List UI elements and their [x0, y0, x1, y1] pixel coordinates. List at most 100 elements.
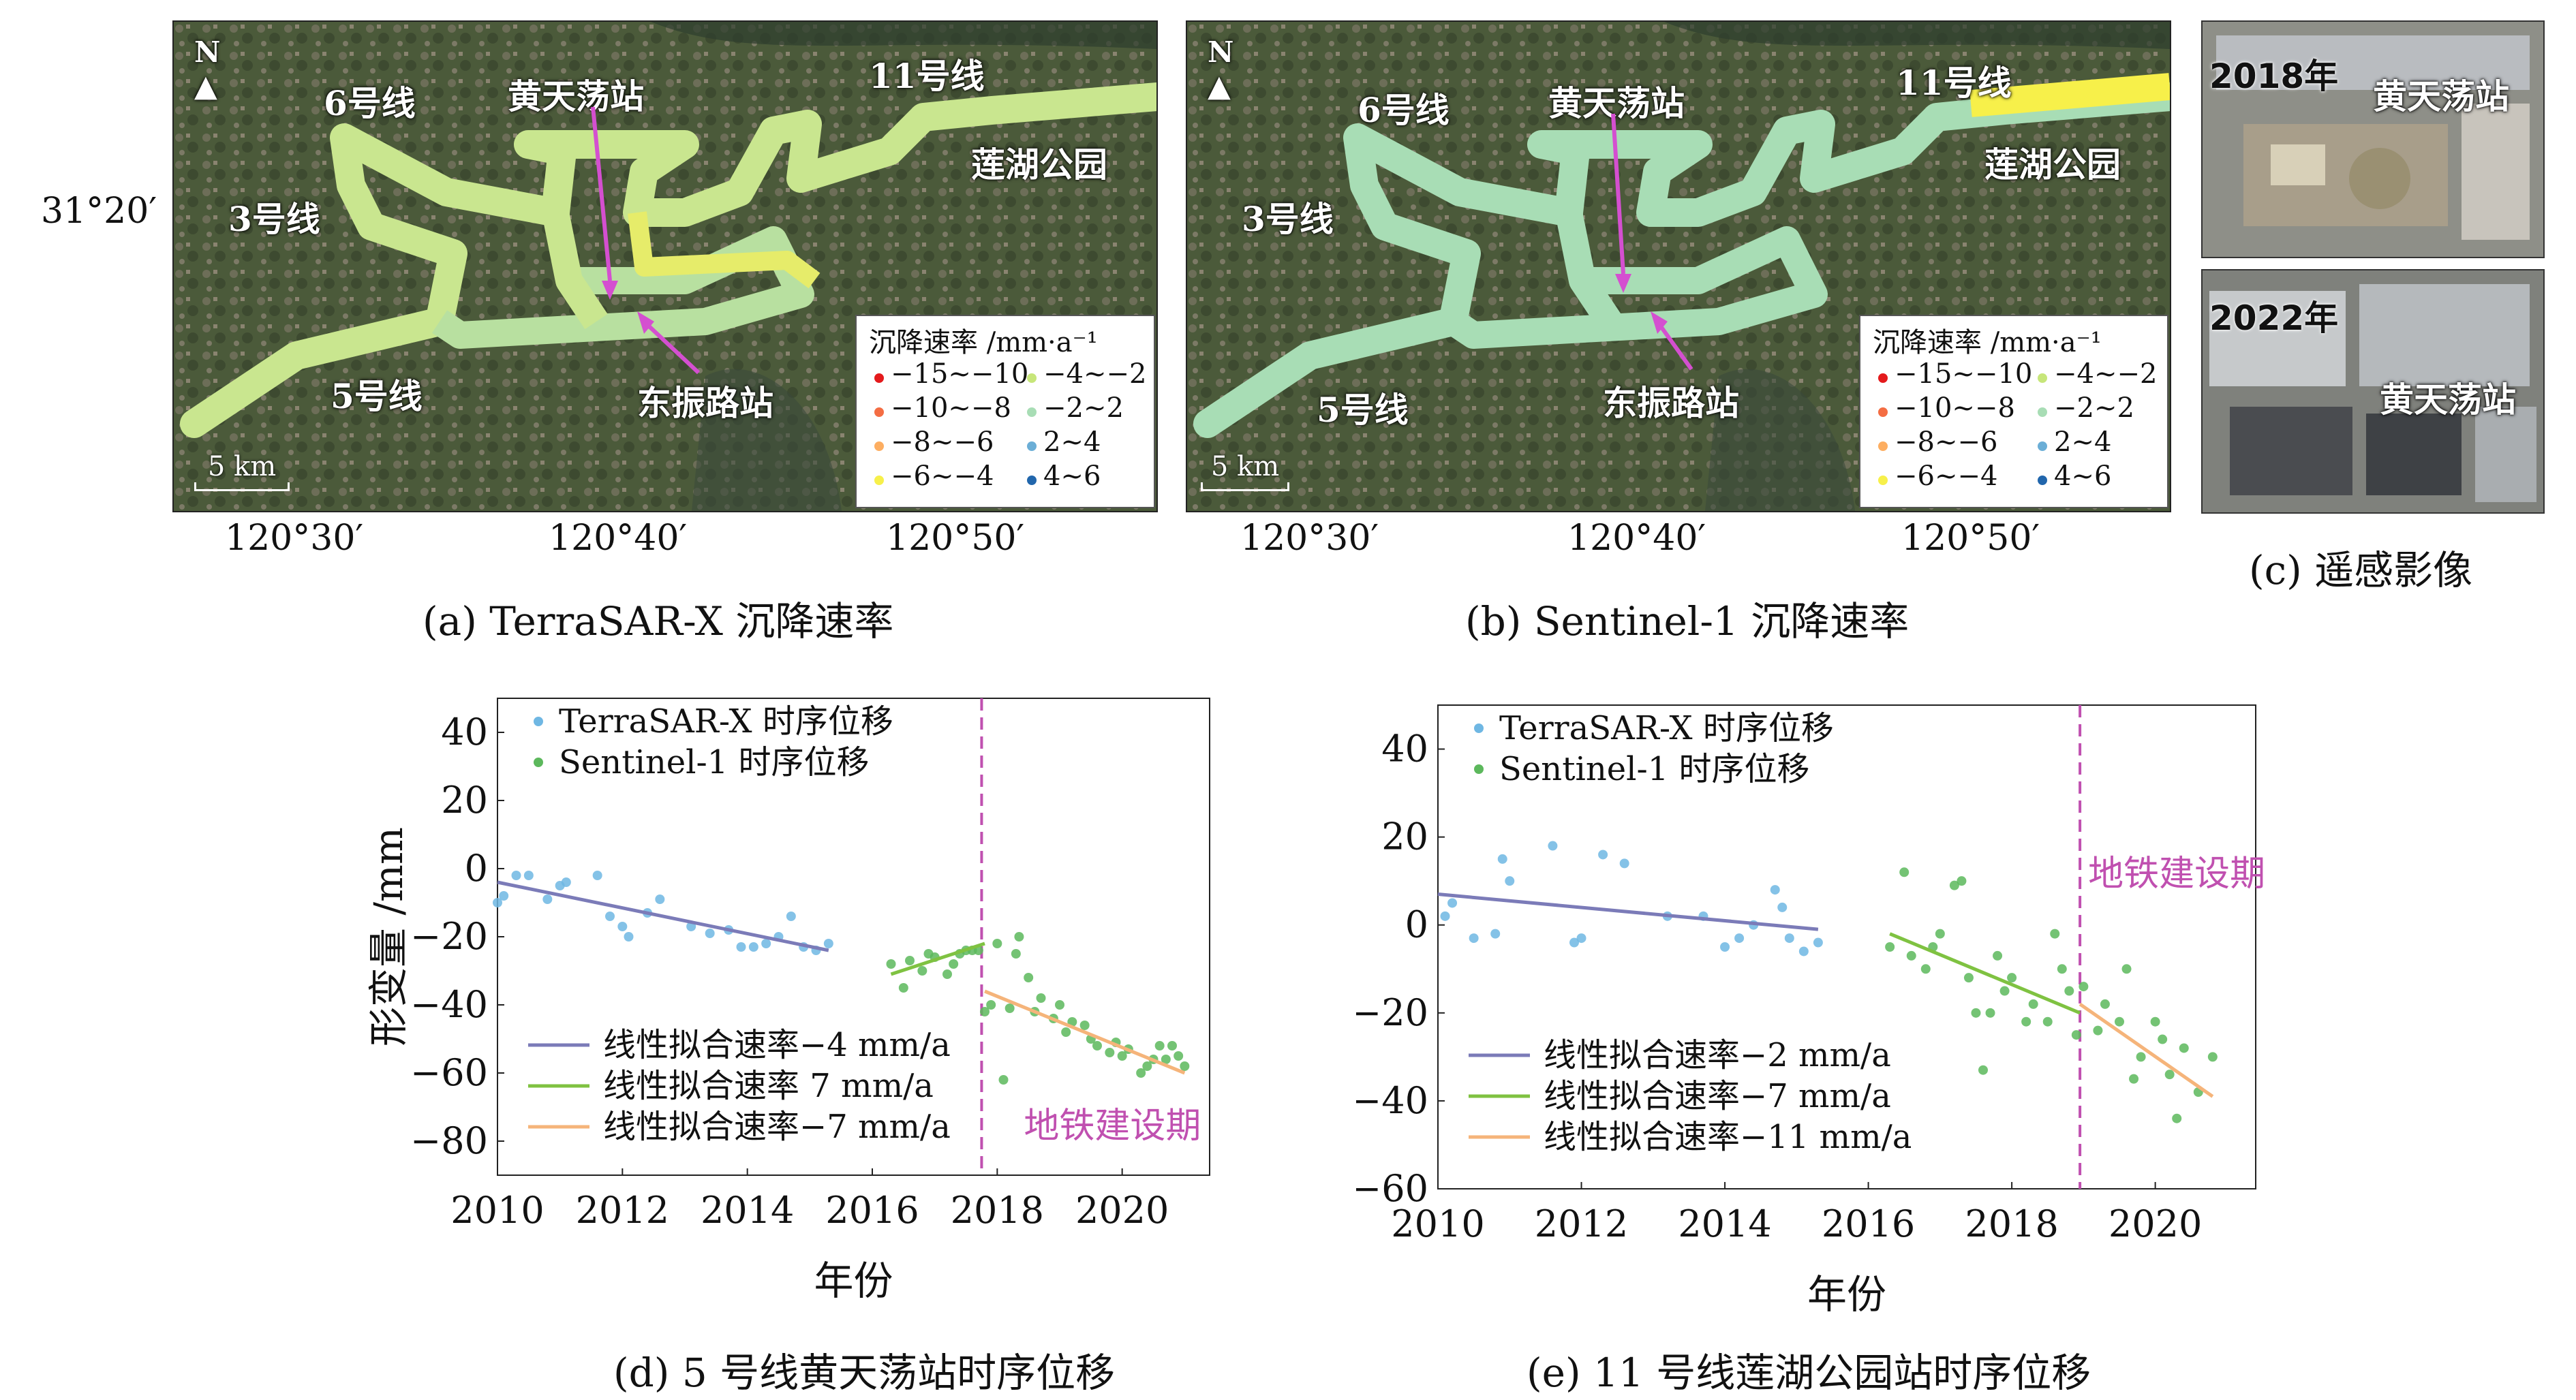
legend-item: −8~−6	[1895, 426, 1998, 458]
data-point	[1770, 885, 1780, 895]
metro-line-path	[180, 82, 1156, 438]
legend-item: −10~−8	[891, 392, 1011, 424]
remote-sensing-photo-2018: 2018年 黄天荡站	[2201, 20, 2545, 258]
station-arrows	[591, 106, 701, 375]
label-line11: 11号线	[1896, 63, 2012, 103]
data-point	[1180, 1061, 1190, 1071]
photo-year-2018: 2018年	[2209, 57, 2339, 96]
data-point	[1036, 993, 1046, 1003]
data-point	[511, 871, 521, 880]
data-point	[1978, 1065, 1988, 1075]
data-point	[905, 956, 915, 965]
data-point	[1906, 950, 1916, 961]
legend-item: 2~4	[2054, 426, 2112, 458]
legend-label: 线性拟合速率 7 mm/a	[603, 1067, 934, 1105]
data-point	[1447, 898, 1458, 908]
caption-d: (d) 5 号线黄天荡站时序位移	[613, 1350, 1116, 1396]
x-tick-label: 2020	[1075, 1189, 1169, 1232]
data-point	[917, 966, 927, 976]
data-point	[1569, 937, 1579, 948]
data-point	[736, 942, 746, 952]
data-point	[1813, 937, 1823, 948]
map-terrasar: N ▲ 6号线 3号线 5号线 11号线 黄天荡站 东振路站 莲湖公园 5 km …	[172, 20, 1158, 512]
label-station-dongzhenlu: 东振路站	[637, 383, 773, 423]
data-point	[605, 912, 615, 921]
label-station-huangtiandang: 黄天荡站	[1548, 83, 1685, 123]
data-point	[2064, 986, 2074, 996]
y-tick-label: 0	[1405, 903, 1428, 946]
legend-label: TerraSAR-X 时序位移	[1499, 709, 1834, 747]
construction-label: 地铁建设期	[2088, 854, 2265, 895]
north-arrow: N ▲	[194, 35, 221, 104]
remote-sensing-photo-2022: 2022年 黄天荡站	[2201, 269, 2545, 514]
north-arrow: N ▲	[1208, 35, 1234, 104]
photo-station-label: 黄天荡站	[2373, 76, 2509, 116]
legend-item: −8~−6	[891, 426, 994, 458]
legend-dot	[1878, 441, 1888, 451]
caption-c: (c) 遥感影像	[2249, 547, 2473, 593]
y-tick-label: −40	[410, 983, 488, 1026]
legend-dot	[2038, 373, 2047, 383]
data-point	[624, 932, 634, 942]
data-point	[1920, 964, 1931, 974]
legend-label: TerraSAR-X 时序位移	[559, 702, 893, 741]
metro-line-path	[628, 211, 821, 289]
x-tick-label: 2016	[1822, 1202, 1915, 1245]
data-point	[1971, 1008, 1981, 1018]
y-tick-label: −20	[410, 915, 488, 958]
data-point	[2028, 999, 2038, 1009]
fit-line	[497, 880, 829, 952]
label-station-dongzhenlu: 东振路站	[1603, 383, 1739, 423]
chart-lianhu-park: 40 20 0 −20 −40 −60 2010 2012 2014 2016 2018 2020 年份…	[1351, 681, 2344, 1328]
data-point	[1079, 1021, 1090, 1030]
longitude-label: 120°30′	[225, 518, 364, 559]
data-point	[2179, 1043, 2189, 1053]
legend-sentinel: 沉降速率 /mm·a⁻¹ −15~−10 −10~−8 −8~−6 −6~−4 …	[1859, 315, 2168, 508]
legend-title: 沉降速率 /mm·a⁻¹	[869, 327, 1098, 358]
longitude-label: 120°40′	[549, 518, 688, 559]
data-point	[1993, 950, 2003, 961]
legend-marker	[1474, 764, 1484, 774]
data-point	[2042, 1016, 2053, 1027]
x-axis-label: 年份	[1807, 1271, 1886, 1318]
legend-item: −2~2	[2054, 392, 2134, 424]
metro-line-path	[1445, 226, 1828, 349]
data-point	[1142, 1061, 1152, 1071]
legend-marker	[534, 758, 543, 767]
y-tick-label: 20	[441, 779, 488, 822]
data-point	[1105, 1048, 1115, 1057]
data-point	[1117, 1051, 1127, 1061]
legend-dot	[1878, 373, 1888, 383]
fit-line	[2079, 1002, 2214, 1098]
data-point	[1598, 850, 1608, 860]
data-point	[1720, 942, 1730, 952]
x-tick-label: 2010	[1391, 1202, 1484, 1245]
fit-line	[984, 989, 1186, 1075]
data-point	[1469, 933, 1479, 944]
data-point	[1798, 946, 1809, 956]
legend-marker	[534, 717, 543, 726]
data-point	[2121, 964, 2132, 974]
chart-d-svg: 40 20 0 −20 −40 −60 −80 2010 2012 2014 2016 2018 202…	[365, 698, 1210, 1304]
legend-label: 线性拟合速率−7 mm/a	[1544, 1077, 1891, 1115]
data-point	[523, 871, 534, 880]
label-line3: 3号线	[1242, 199, 1334, 239]
legend-dot	[2038, 407, 2047, 417]
data-point	[705, 929, 715, 938]
data-point	[1167, 1041, 1177, 1051]
x-tick-label: 2016	[825, 1189, 919, 1232]
data-point	[1440, 911, 1450, 921]
data-point	[2150, 1016, 2160, 1027]
label-line5: 5号线	[1317, 390, 1409, 430]
label-lianhu-park: 莲湖公园	[971, 144, 1107, 185]
data-point	[1619, 858, 1629, 869]
data-point	[823, 939, 833, 948]
legend-dot	[1878, 476, 1888, 485]
data-point	[2021, 1016, 2031, 1027]
data-point	[1174, 1051, 1184, 1061]
data-point	[949, 959, 959, 969]
y-axis-label: 形变量 /mm	[365, 827, 412, 1046]
legend-dot	[2038, 441, 2047, 451]
x-tick-label: 2018	[951, 1189, 1044, 1232]
